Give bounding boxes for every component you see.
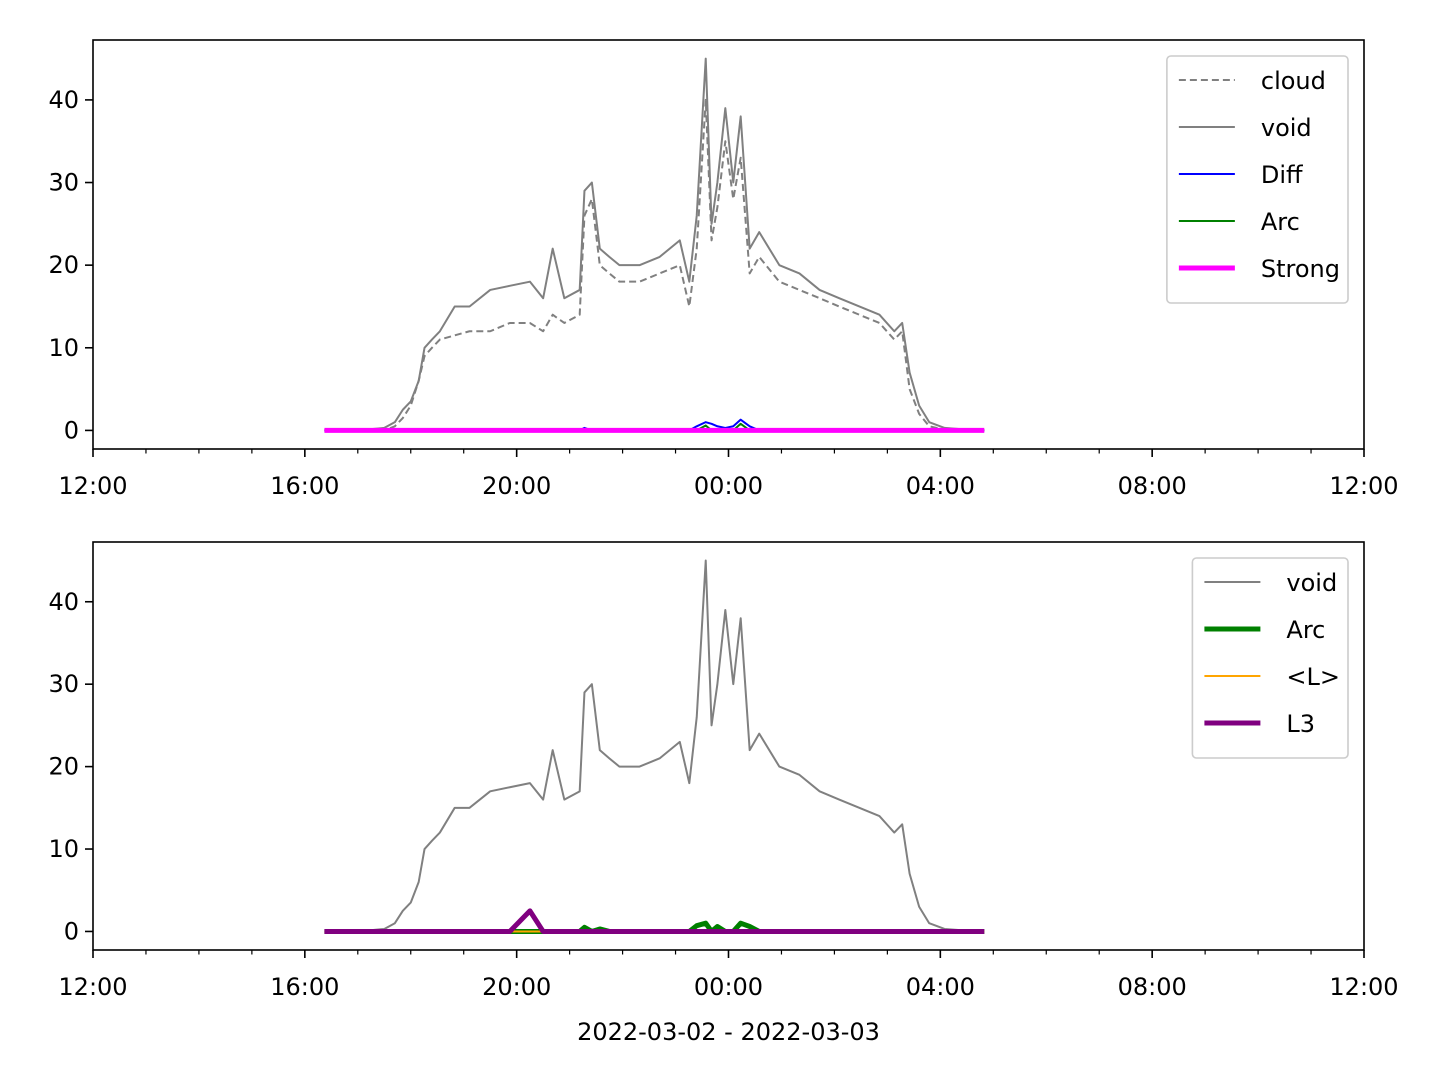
y-tick-label: 0 xyxy=(64,416,79,444)
x-tick-label: 20:00 xyxy=(482,973,551,1001)
legend-label: Strong xyxy=(1261,255,1340,283)
legend-frame xyxy=(1166,55,1349,304)
legend-label: Arc xyxy=(1286,616,1325,644)
x-tick-label: 00:00 xyxy=(694,973,763,1001)
legend-label: Arc xyxy=(1261,208,1300,236)
legend-label: Diff xyxy=(1261,161,1303,189)
legend-label: L3 xyxy=(1286,710,1315,738)
y-tick-label: 20 xyxy=(48,251,79,279)
x-tick-label: 04:00 xyxy=(906,973,975,1001)
legend: void Arc <L> L3 xyxy=(1191,557,1349,759)
x-tick-label: 12:00 xyxy=(58,973,127,1001)
x-axis-label: 2022-03-02 - 2022-03-03 xyxy=(577,1018,880,1046)
y-tick-label: 0 xyxy=(64,917,79,945)
x-tick-label: 12:00 xyxy=(58,472,127,500)
axes-frame xyxy=(92,541,1365,951)
x-tick-label: 08:00 xyxy=(1118,973,1187,1001)
legend-label: void xyxy=(1261,114,1312,142)
series-line xyxy=(324,98,985,432)
subplot: 12:00 16:00 20:00 00:00 04:00 08:00 12:00 0 10 20… xyxy=(48,541,1399,1046)
series-line xyxy=(324,908,985,934)
y-tick-label: 40 xyxy=(48,86,79,114)
series-line xyxy=(324,559,985,933)
legend: cloud void Diff Arc Strong xyxy=(1166,55,1349,304)
x-tick-label: 20:00 xyxy=(482,472,551,500)
x-tick-label: 08:00 xyxy=(1118,472,1187,500)
y-tick-label: 10 xyxy=(48,835,79,863)
x-tick-label: 12:00 xyxy=(1329,973,1398,1001)
x-tick-label: 16:00 xyxy=(270,472,339,500)
x-tick-label: 04:00 xyxy=(906,472,975,500)
subplot: 12:00 16:00 20:00 00:00 04:00 08:00 12:00 0 10 20… xyxy=(48,39,1399,500)
legend-frame xyxy=(1191,557,1349,759)
x-tick-label: 16:00 xyxy=(270,973,339,1001)
y-tick-label: 40 xyxy=(48,588,79,616)
x-tick-label: 00:00 xyxy=(694,472,763,500)
legend-label: void xyxy=(1286,569,1337,597)
y-tick-label: 20 xyxy=(48,753,79,781)
legend-label: cloud xyxy=(1261,67,1326,95)
x-tick-label: 12:00 xyxy=(1329,472,1398,500)
legend-label: <L> xyxy=(1286,663,1340,691)
y-tick-label: 30 xyxy=(48,670,79,698)
y-tick-label: 10 xyxy=(48,334,79,362)
y-tick-label: 30 xyxy=(48,169,79,197)
series-line xyxy=(324,57,985,432)
